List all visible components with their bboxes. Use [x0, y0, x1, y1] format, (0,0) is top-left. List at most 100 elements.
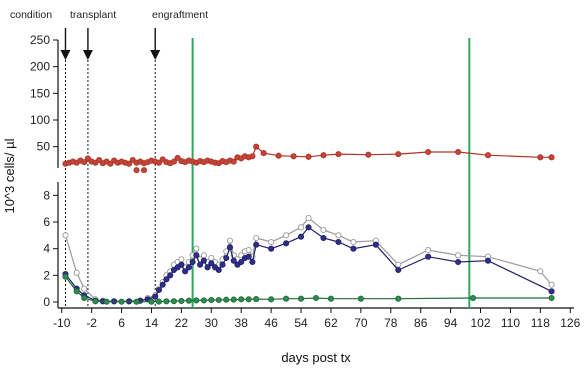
series-point: [197, 261, 204, 268]
series-point: [455, 148, 462, 156]
series-point: [223, 296, 230, 303]
y-tick-label: 100: [30, 113, 50, 127]
series-point: [455, 258, 462, 266]
series-point: [249, 153, 256, 160]
y-tick-label: 0: [43, 295, 50, 309]
series-point: [425, 253, 432, 260]
series-point: [62, 273, 69, 280]
x-tick-label: 6: [118, 316, 125, 330]
series-point: [155, 159, 163, 166]
series-point: [305, 224, 312, 231]
series-point: [275, 152, 282, 159]
x-tick-label: 94: [444, 316, 458, 330]
series-point: [215, 266, 222, 274]
series-point: [320, 234, 327, 242]
series-point: [73, 288, 80, 295]
series-point: [226, 237, 234, 244]
series-point: [484, 257, 492, 264]
series-point: [148, 298, 155, 305]
series-point: [395, 266, 402, 274]
series-point: [305, 214, 312, 222]
series-point: [297, 295, 305, 302]
series-point: [469, 294, 477, 302]
event-arrow-head: [82, 50, 93, 60]
x-tick-label: -10: [53, 316, 71, 330]
series-point: [327, 295, 335, 302]
x-tick-label: 118: [531, 316, 550, 330]
series-point: [425, 246, 432, 254]
series-point: [395, 295, 402, 302]
data-series: [62, 143, 555, 305]
series-point: [230, 296, 237, 303]
series-point: [312, 294, 320, 302]
series-point: [140, 167, 148, 174]
x-tick-label: 46: [264, 316, 278, 330]
series-point: [62, 232, 69, 239]
series-point: [305, 153, 312, 160]
series-point: [253, 241, 260, 248]
series-point: [185, 264, 192, 271]
series-point: [245, 246, 252, 254]
series-point: [208, 296, 215, 304]
event-annotations: condition transplant engraftment: [10, 9, 208, 308]
x-tick-label: 126: [560, 316, 580, 330]
series-point: [268, 238, 275, 246]
series-point: [73, 269, 80, 276]
series-point: [249, 258, 256, 266]
series-point: [200, 252, 207, 259]
series-point: [537, 154, 544, 161]
series-point: [365, 151, 372, 158]
series-point: [103, 298, 110, 305]
series-point: [182, 268, 189, 275]
series-point: [245, 253, 252, 260]
series-point: [260, 150, 267, 157]
y-tick-label: 200: [30, 60, 50, 74]
series-point: [484, 152, 492, 159]
x-axis: -10 -2 6 14 22 30 38 46 54 62 70 78 86 94 102 110 118 126: [53, 307, 581, 330]
series-point: [226, 244, 234, 251]
y-tick-label: 150: [30, 86, 50, 100]
series-point: [81, 294, 88, 302]
x-tick-label: 22: [175, 316, 189, 330]
x-tick-label: 62: [324, 316, 338, 330]
x-tick-label: 78: [384, 316, 398, 330]
series-point: [245, 296, 252, 303]
y-tick-label: 4: [43, 242, 50, 256]
series-point: [163, 276, 170, 283]
series-line: [65, 226, 552, 302]
series-point: [178, 261, 185, 268]
series-point: [219, 261, 226, 268]
series-point: [155, 286, 163, 294]
series-point: [230, 257, 237, 264]
series-point: [283, 295, 290, 302]
series-line: [65, 276, 552, 303]
series-point: [178, 256, 185, 263]
series-line: [64, 217, 553, 302]
event-label: condition: [10, 9, 52, 21]
upper-y-axis: 50 100 150 200 250: [30, 33, 59, 168]
series-point: [335, 232, 342, 239]
series-point: [118, 298, 125, 305]
series-point: [395, 261, 402, 268]
x-tick-label: 110: [501, 316, 520, 330]
series-point: [125, 160, 133, 167]
series-point: [163, 298, 170, 305]
reference-lines: [191, 38, 471, 308]
y-tick-label: 250: [30, 33, 50, 47]
x-tick-label: 86: [414, 316, 428, 330]
y-axis-title: 10^3 cells/ µl: [2, 138, 17, 213]
series-point: [548, 281, 555, 288]
series-point: [372, 241, 379, 248]
series-point: [320, 226, 327, 234]
series-point: [167, 272, 174, 279]
series-point: [155, 298, 163, 305]
series-point: [253, 234, 260, 242]
event-label: engraftment: [152, 9, 208, 21]
y-tick-label: 8: [43, 188, 50, 202]
x-tick-label: 54: [294, 316, 308, 330]
series-point: [335, 151, 342, 158]
series-point: [230, 158, 237, 165]
series-point: [152, 293, 159, 300]
series-point: [189, 258, 196, 266]
